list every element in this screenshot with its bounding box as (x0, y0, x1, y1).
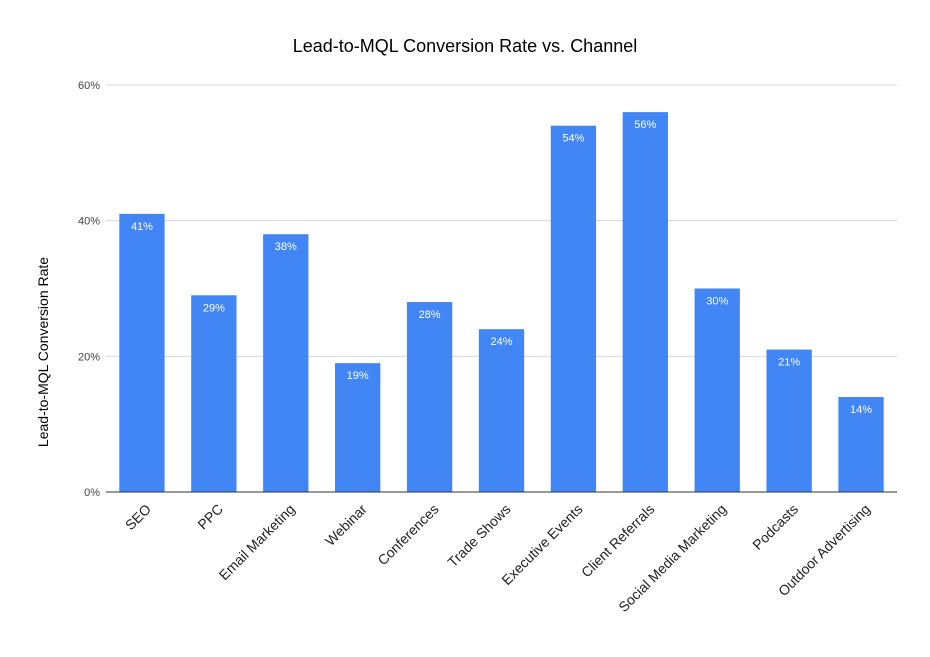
bar (766, 349, 812, 492)
bar-value-label: 28% (419, 309, 441, 321)
bar (335, 363, 381, 492)
y-tick-label: 20% (78, 351, 100, 363)
bar (406, 302, 453, 492)
bar-value-label: 14% (850, 404, 872, 416)
bars (119, 112, 884, 492)
x-tick-label: SEO (122, 501, 154, 533)
bar (263, 234, 309, 492)
bar-value-label: 54% (562, 133, 584, 145)
bar (838, 397, 884, 492)
bar-value-label: 21% (778, 357, 800, 369)
y-tick-label: 60% (78, 80, 100, 92)
bar (191, 295, 237, 492)
x-tick-label: Conferences (374, 501, 441, 568)
y-axis-label: Lead-to-MQL Conversion Rate (35, 257, 51, 447)
x-tick-label: Webinar (322, 501, 370, 549)
x-tick-label: Podcasts (749, 501, 801, 553)
bar (478, 329, 525, 492)
bar (119, 213, 165, 492)
bar-value-label: 24% (490, 336, 512, 348)
x-tick-label: Client Referrals (578, 501, 658, 581)
y-tick-label: 0% (84, 487, 100, 499)
x-tick-label: PPC (194, 501, 226, 533)
y-axis-tick-labels: 0% 20% 40% 60% (78, 80, 100, 499)
bar-value-label: 56% (634, 119, 656, 131)
bar-value-label: 30% (706, 296, 728, 308)
bar-value-label: 38% (275, 241, 297, 253)
bar-value-label: 19% (347, 370, 369, 382)
bar (694, 288, 740, 492)
bar (550, 125, 597, 492)
bar-value-label: 41% (131, 221, 153, 233)
y-tick-label: 40% (78, 216, 100, 228)
bar-value-labels: 41% 29% 38% 19% 28% 24% 54% 56% 30% 21% 14% (131, 119, 872, 416)
bar-value-label: 29% (203, 302, 225, 314)
x-tick-label: Email Marketing (216, 501, 298, 583)
x-tick-label: Trade Shows (444, 501, 513, 570)
chart-title: Lead-to-MQL Conversion Rate vs. Channel (293, 36, 638, 56)
bar (622, 112, 668, 492)
